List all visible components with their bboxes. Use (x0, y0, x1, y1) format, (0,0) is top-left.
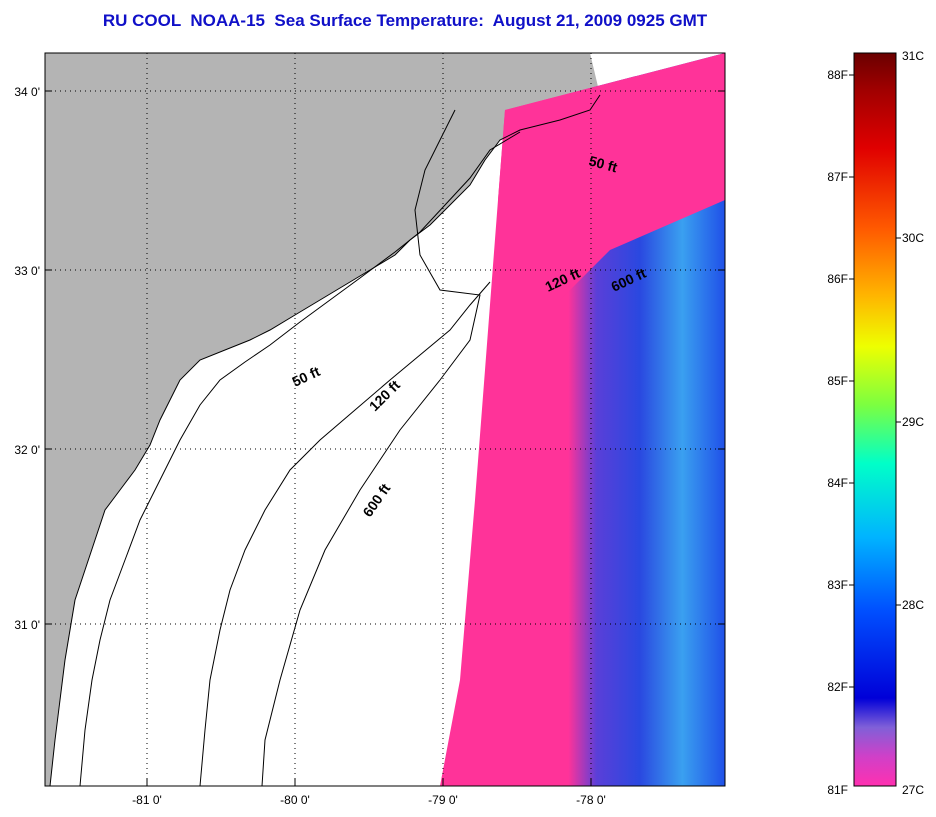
colorbar-f-82: 82F (827, 680, 848, 694)
colorbar-f-84: 84F (827, 476, 848, 490)
colorbar-f-85: 85F (827, 374, 848, 388)
contour-600ft (261, 109, 481, 786)
contour-50ft (79, 131, 521, 786)
lon-tick-79: -79 0' (428, 793, 458, 807)
colorbar-c-31: 31C (902, 49, 924, 63)
map-title: RU COOL NOAA-15 Sea Surface Temperature:… (102, 11, 708, 30)
colorbar-c-27: 27C (902, 783, 924, 797)
lon-tick-80: -80 0' (280, 793, 310, 807)
map-ticks (45, 90, 725, 786)
colorbar-f-87: 87F (827, 170, 848, 184)
lon-tick-78: -78 0' (576, 793, 606, 807)
sst-warm-top (498, 53, 725, 300)
colorbar-c-29: 29C (902, 415, 924, 429)
lat-tick-34: 34 0' (14, 85, 40, 99)
colorbar-ticks (849, 74, 901, 688)
colorbar-c-30: 30C (902, 231, 924, 245)
graticule (45, 53, 725, 786)
map-frame (44, 52, 726, 787)
colorbar-f-86: 86F (827, 272, 848, 286)
colorbar-f-88: 88F (827, 68, 848, 82)
coastline (49, 94, 601, 786)
colorbar (853, 52, 897, 787)
colorbar-f-81: 81F (827, 783, 848, 797)
contour-120ft (199, 281, 491, 786)
lat-tick-32: 32 0' (14, 443, 40, 457)
lat-tick-31: 31 0' (14, 618, 40, 632)
land-mass (45, 53, 600, 786)
contour-label-50ft-north: 50 ft (587, 152, 619, 175)
lon-tick-81: -81 0' (132, 793, 162, 807)
colorbar-c-28: 28C (902, 598, 924, 612)
lat-tick-33: 33 0' (14, 264, 40, 278)
colorbar-f-83: 83F (827, 578, 848, 592)
